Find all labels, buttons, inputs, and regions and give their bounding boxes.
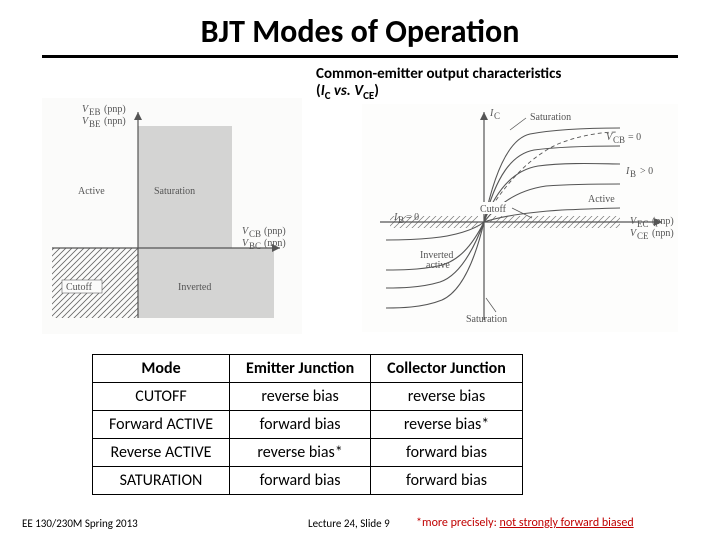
svg-text:(npn): (npn) [264, 238, 286, 249]
svg-text:= 0: = 0 [628, 132, 641, 143]
iv-curves-diagram: IC Saturation VCB= 0 IB> 0 Active IB= 0 … [362, 104, 678, 332]
col-collector: Collector Junction [371, 355, 523, 383]
cell-mode: Forward ACTIVE [93, 411, 230, 439]
footnote-lead: more precisely: [422, 516, 500, 530]
region-active-label: Active [78, 186, 105, 197]
table-row: SATURATION forward bias forward bias [93, 467, 523, 495]
svg-text:C: C [494, 111, 500, 121]
modes-table: Mode Emitter Junction Collector Junction… [92, 354, 523, 495]
svg-text:EB: EB [89, 107, 101, 117]
footnote-underline: not strongly forward biased [500, 516, 634, 530]
svg-text:(pnp): (pnp) [104, 104, 126, 115]
svg-text:BC: BC [249, 241, 261, 251]
svg-text:Active: Active [588, 194, 615, 205]
footer-slide: Lecture 24, Slide 9 [308, 517, 390, 530]
cell-emitter: forward bias [230, 411, 371, 439]
subhead-line1: Common-emitter output characteristics [316, 65, 561, 83]
cell-collector: reverse bias [371, 383, 523, 411]
region-saturation-label: Saturation [154, 186, 195, 197]
col-mode: Mode [93, 355, 230, 383]
svg-text:= 0: = 0 [406, 212, 419, 223]
svg-text:Cutoff: Cutoff [480, 204, 507, 215]
svg-text:> 0: > 0 [640, 166, 653, 177]
svg-text:CE: CE [637, 231, 649, 241]
svg-text:(pnp): (pnp) [264, 226, 286, 237]
svg-text:(npn): (npn) [652, 228, 674, 239]
table-row: CUTOFF reverse bias reverse bias [93, 383, 523, 411]
svg-text:B: B [630, 169, 636, 179]
svg-text:CB: CB [249, 229, 261, 239]
svg-text:BE: BE [89, 119, 101, 129]
cell-collector: forward bias [371, 467, 523, 495]
svg-text:CB: CB [613, 135, 625, 145]
title-underline [42, 55, 678, 58]
footer-course: EE 130/230M Spring 2013 [22, 517, 138, 530]
cell-emitter: reverse bias* [230, 439, 371, 467]
svg-text:(npn): (npn) [104, 116, 126, 127]
table-row: Reverse ACTIVE reverse bias* forward bia… [93, 439, 523, 467]
region-inverted-label: Inverted [178, 282, 211, 293]
cell-collector: forward bias [371, 439, 523, 467]
table-header-row: Mode Emitter Junction Collector Junction [93, 355, 523, 383]
region-map-diagram: VEB(pnp) VBE(npn) Active Saturation Cuto… [42, 98, 302, 334]
table-row: Forward ACTIVE forward bias reverse bias… [93, 411, 523, 439]
svg-text:B: B [398, 215, 404, 225]
footnote: *more precisely: not strongly forward bi… [416, 516, 634, 530]
diagram-area: VEB(pnp) VBE(npn) Active Saturation Cuto… [42, 98, 678, 348]
svg-text:Saturation: Saturation [530, 112, 571, 123]
cell-mode: SATURATION [93, 467, 230, 495]
svg-text:EC: EC [637, 219, 649, 229]
cell-mode: CUTOFF [93, 383, 230, 411]
svg-text:Cutoff: Cutoff [66, 282, 93, 293]
svg-text:Saturation: Saturation [466, 314, 507, 325]
cell-mode: Reverse ACTIVE [93, 439, 230, 467]
cell-emitter: forward bias [230, 467, 371, 495]
svg-text:(pnp): (pnp) [652, 216, 674, 227]
svg-text:active: active [426, 260, 450, 271]
page-title: BJT Modes of Operation [0, 0, 720, 51]
cell-collector: reverse bias* [371, 411, 523, 439]
col-emitter: Emitter Junction [230, 355, 371, 383]
cell-emitter: reverse bias [230, 383, 371, 411]
